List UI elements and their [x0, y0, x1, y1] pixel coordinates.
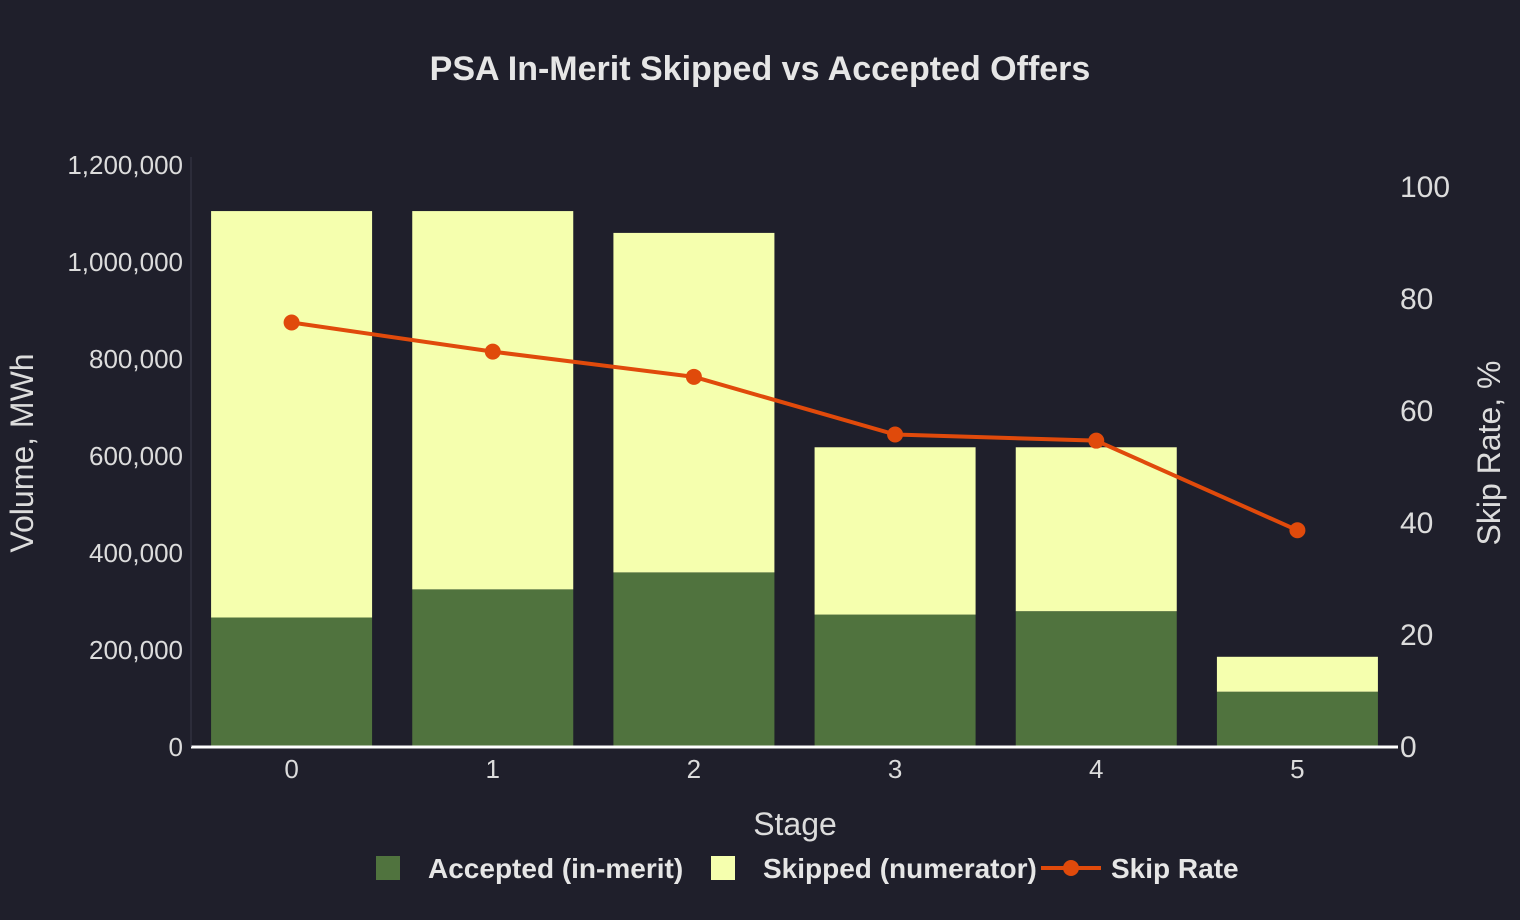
skip-rate-point-stage-5: [1289, 522, 1306, 539]
axis-layer: 0 1 2 3 4 5 0 200,000 400,000 600,000 800,000 1,000…: [67, 150, 1450, 784]
y2-tick-label: 40: [1400, 507, 1433, 540]
x-tick-label: 4: [1089, 754, 1103, 784]
y2-tick-label: 80: [1400, 283, 1433, 316]
y-tick-label: 1,000,000: [67, 247, 183, 277]
y-tick-label: 0: [169, 732, 183, 762]
skip-rate-point-stage-1: [484, 343, 501, 360]
y2-tick-label: 20: [1400, 619, 1433, 652]
bar-skipped-stage-3: [814, 447, 976, 615]
x-tick-label: 1: [486, 754, 500, 784]
bar-accepted-stage-4: [1015, 611, 1177, 747]
bar-accepted-stage-1: [412, 589, 574, 747]
x-tick-label: 2: [687, 754, 701, 784]
legend-label-skip-rate: Skip Rate: [1111, 853, 1239, 884]
skip-rate-point-stage-3: [887, 426, 904, 443]
bar-skipped-stage-5: [1216, 656, 1378, 692]
x-tick-label: 0: [284, 754, 298, 784]
legend-label-accepted: Accepted (in-merit): [428, 853, 683, 884]
skip-rate-point-stage-0: [283, 314, 300, 331]
skip-rate-point-stage-2: [685, 368, 702, 385]
bar-skipped-stage-0: [211, 211, 373, 618]
bar-skipped-stage-2: [613, 232, 775, 573]
legend-swatch-skipped: [711, 856, 735, 880]
legend-swatch-accepted: [376, 856, 400, 880]
y2-tick-label: 100: [1400, 171, 1450, 204]
y-tick-label: 1,200,000: [67, 150, 183, 180]
bar-accepted-stage-3: [814, 614, 976, 747]
y-tick-label: 200,000: [89, 635, 183, 665]
skip-rate-point-stage-4: [1088, 432, 1105, 449]
y-tick-label: 800,000: [89, 344, 183, 374]
skip-rate-line: [291, 320, 1299, 533]
y2-tick-label: 0: [1400, 731, 1417, 764]
y-tick-label: 600,000: [89, 441, 183, 471]
bar-skipped-stage-1: [412, 211, 574, 590]
line-layer: [283, 314, 1306, 539]
x-axis-title: Stage: [753, 806, 837, 842]
y2-axis-title: Skip Rate, %: [1471, 361, 1507, 546]
y2-tick-label: 60: [1400, 395, 1433, 428]
bar-accepted-stage-0: [211, 617, 373, 747]
x-tick-label: 5: [1290, 754, 1304, 784]
x-tick-label: 3: [888, 754, 902, 784]
bar-accepted-stage-2: [613, 572, 775, 747]
legend-marker-skip-rate: [1063, 860, 1079, 876]
bars-layer: [211, 211, 1378, 747]
y-axis-title: Volume, MWh: [4, 353, 40, 552]
bar-accepted-stage-5: [1216, 691, 1378, 747]
bar-skipped-stage-4: [1015, 447, 1177, 612]
y-tick-label: 400,000: [89, 538, 183, 568]
chart-title: PSA In-Merit Skipped vs Accepted Offers: [430, 50, 1091, 88]
legend-label-skipped: Skipped (numerator): [763, 853, 1037, 884]
legend: Accepted (in-merit) Skipped (numerator) …: [376, 853, 1239, 884]
